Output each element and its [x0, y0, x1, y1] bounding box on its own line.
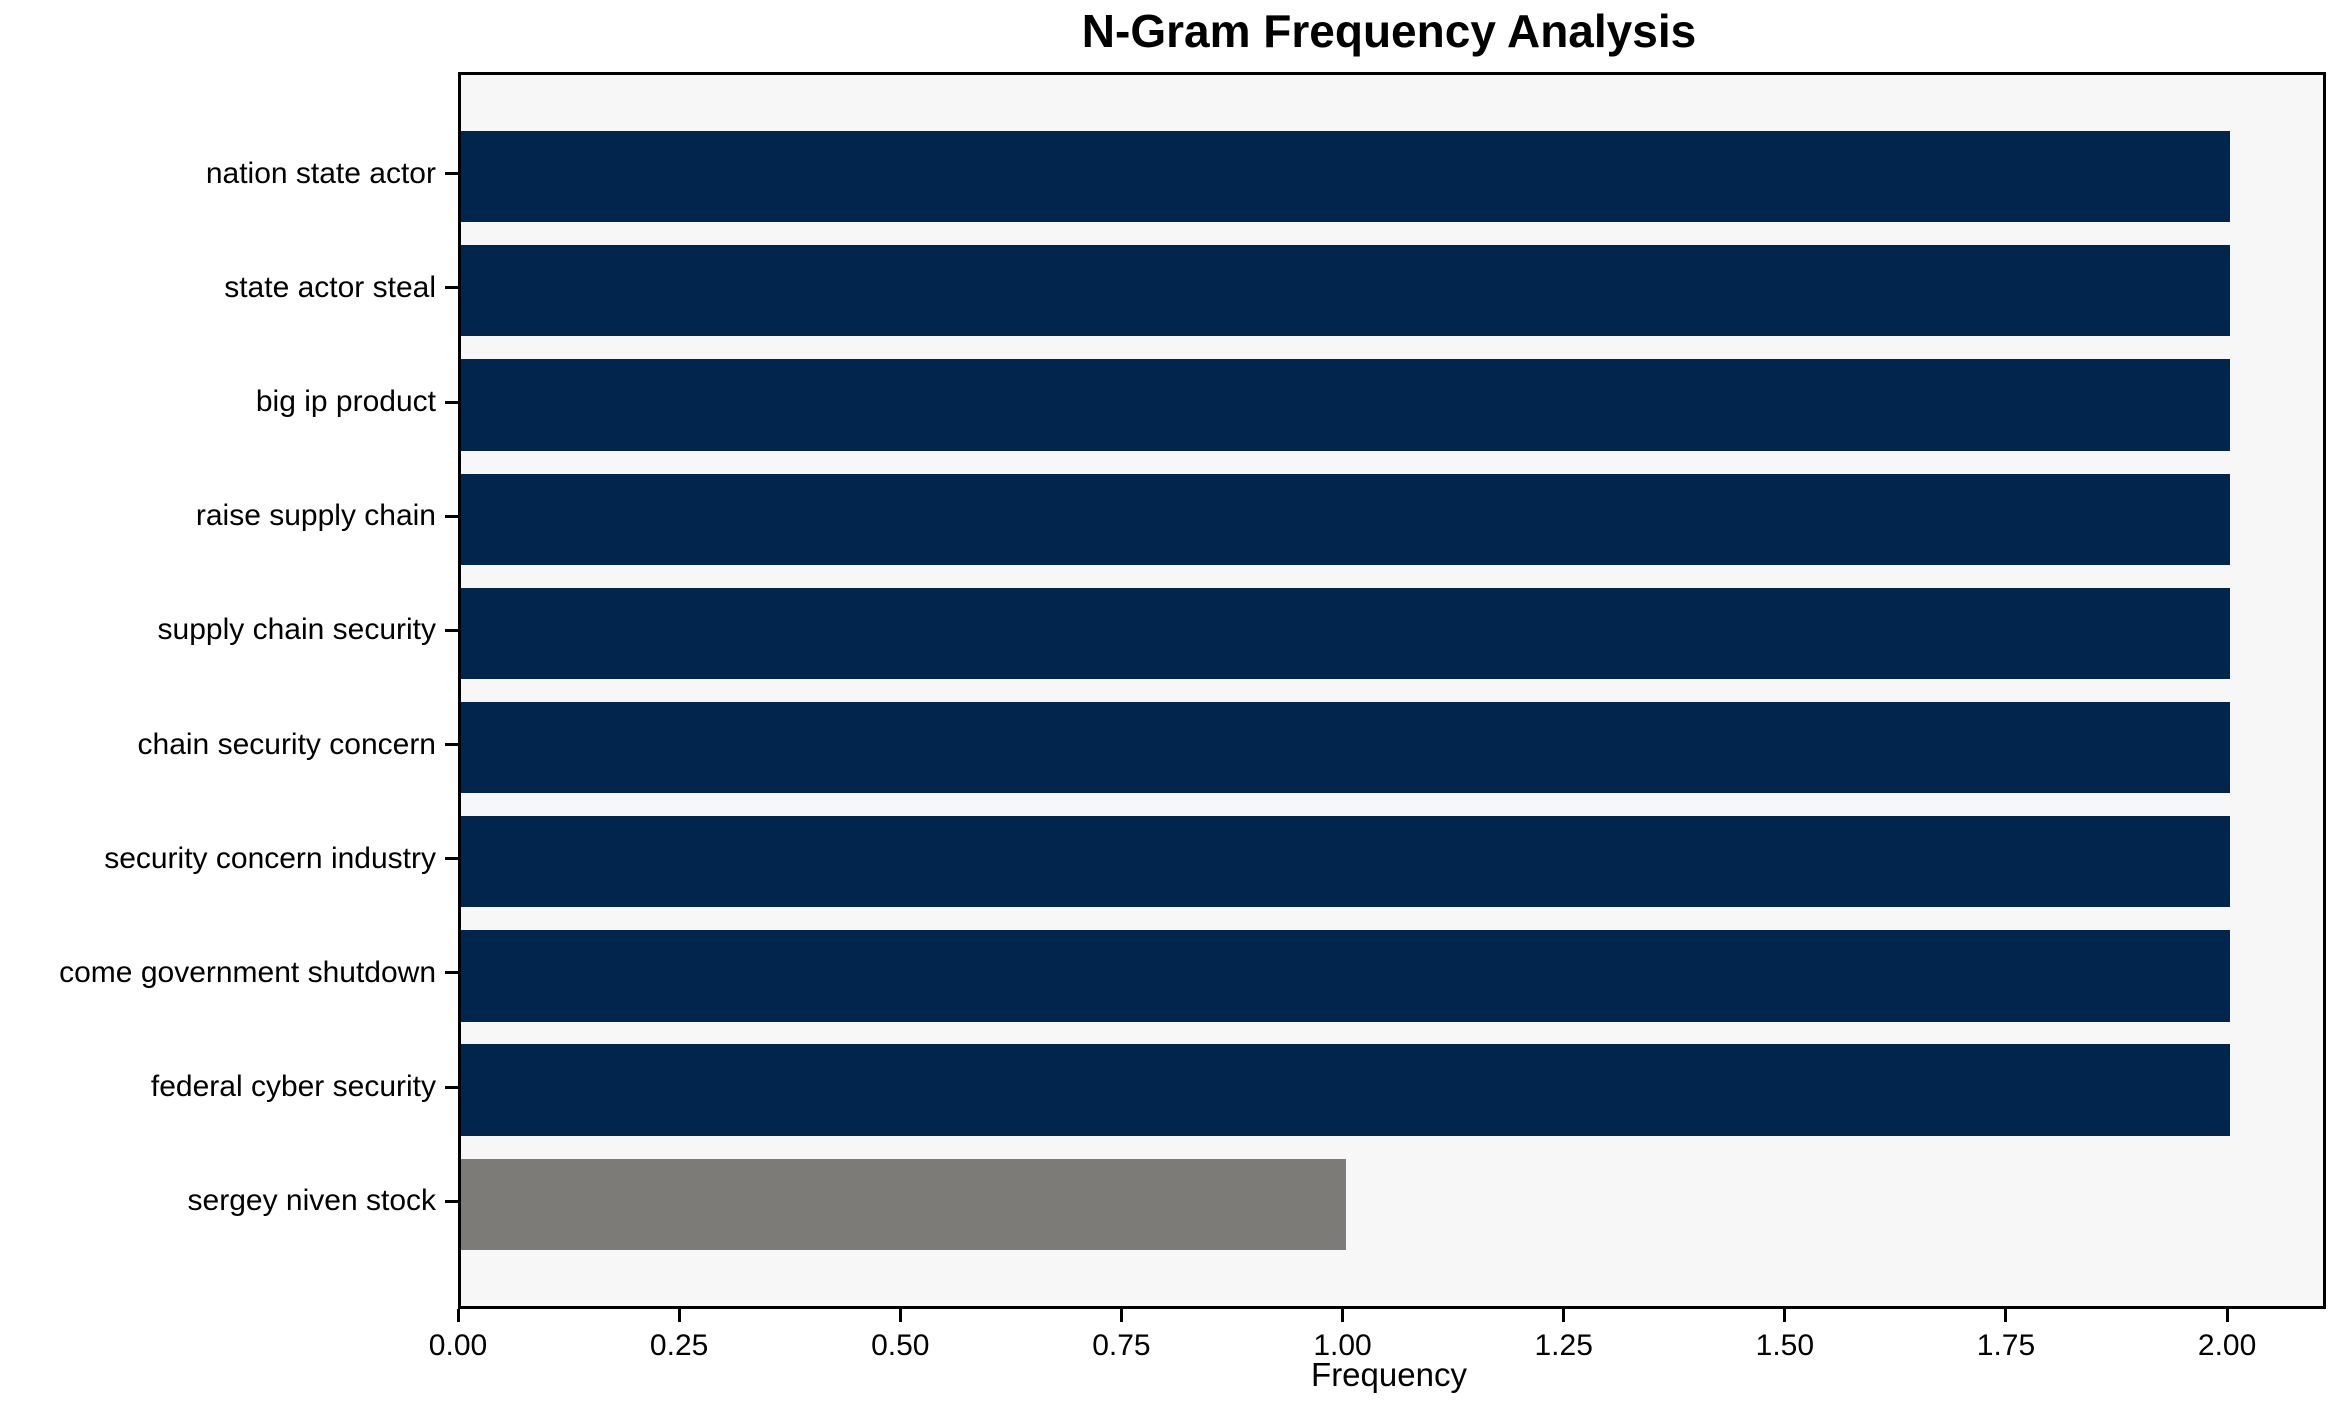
y-tick-mark — [445, 857, 458, 861]
bar-come-government-shutdown — [461, 930, 2231, 1022]
x-tick-label: 1.25 — [1534, 1329, 1593, 1362]
x-tick-mark — [1119, 1309, 1123, 1322]
bar-sergey-niven-stock — [461, 1158, 1346, 1251]
y-tick-mark — [445, 400, 458, 404]
x-tick-label: 1.00 — [1313, 1329, 1372, 1362]
y-tick-label: big ip product — [255, 385, 436, 419]
x-tick-mark — [2004, 1309, 2008, 1322]
bar-state-actor-steal — [461, 245, 2231, 337]
x-tick-mark — [677, 1309, 681, 1322]
chart-title: N-Gram Frequency Analysis — [1081, 5, 1697, 57]
y-tick-label: security concern industry — [104, 841, 436, 875]
y-tick-label: chain security concern — [137, 727, 436, 761]
y-tick-label: sergey niven stock — [187, 1184, 436, 1218]
y-tick-label: state actor steal — [224, 270, 436, 304]
bar-federal-cyber-security — [461, 1044, 2231, 1136]
y-tick-mark — [445, 1085, 458, 1089]
x-tick-mark — [2225, 1309, 2229, 1322]
x-axis-label: Frequency — [1311, 1356, 1467, 1393]
y-tick-mark — [445, 1199, 458, 1203]
x-tick-label: 0.75 — [1092, 1329, 1151, 1362]
x-tick-mark — [1341, 1309, 1345, 1322]
y-tick-mark — [445, 971, 458, 975]
y-tick-mark — [445, 628, 458, 632]
plot-area — [458, 72, 2326, 1309]
x-tick-label: 2.00 — [2197, 1329, 2257, 1362]
y-tick-label: come government shutdown — [59, 955, 436, 989]
y-tick-mark — [445, 743, 458, 747]
x-tick-mark — [1783, 1309, 1787, 1322]
bar-nation-state-actor — [461, 130, 2231, 223]
bar-chain-security-concern — [461, 701, 2231, 794]
y-tick-label: raise supply chain — [195, 499, 436, 533]
bar-supply-chain-security — [461, 587, 2231, 680]
bar-raise-supply-chain — [461, 473, 2231, 565]
y-tick-label: supply chain security — [157, 613, 436, 647]
bar-big-ip-product — [461, 359, 2231, 451]
x-tick-mark — [1562, 1309, 1566, 1322]
x-tick-label: 0.50 — [871, 1329, 930, 1362]
x-tick-mark — [898, 1309, 902, 1322]
x-tick-label: 1.50 — [1755, 1329, 1815, 1362]
bar-security-concern-industry — [461, 816, 2231, 908]
y-tick-label: federal cyber security — [150, 1070, 436, 1104]
x-tick-label: 0.00 — [428, 1329, 488, 1362]
x-tick-mark — [456, 1309, 460, 1322]
y-tick-mark — [445, 286, 458, 290]
y-tick-mark — [445, 514, 458, 518]
x-tick-label: 1.75 — [1976, 1329, 2036, 1362]
x-tick-label: 0.25 — [649, 1329, 709, 1362]
y-tick-mark — [445, 172, 458, 176]
y-tick-label: nation state actor — [205, 156, 436, 190]
